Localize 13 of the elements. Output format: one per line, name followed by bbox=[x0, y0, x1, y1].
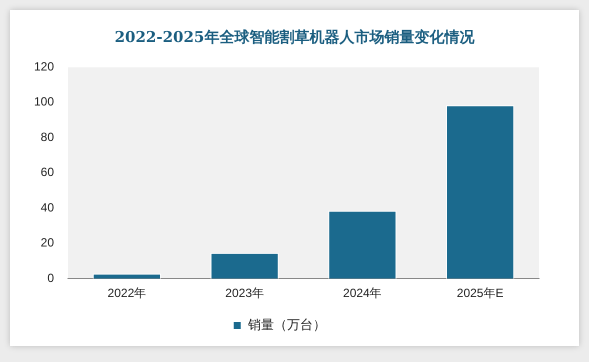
y-tick-label: 120 bbox=[34, 60, 54, 74]
x-tick-label: 2023年 bbox=[225, 286, 264, 300]
x-tick-label: 2024年 bbox=[343, 286, 382, 300]
chart-title: 2022-2025年全球智能割草机器人市场销量变化情况 bbox=[114, 28, 476, 47]
y-tick-label: 100 bbox=[34, 94, 54, 109]
x-tick-label: 2022年 bbox=[108, 286, 146, 300]
y-tick-label: 60 bbox=[40, 165, 54, 180]
x-tick-label: 2025年E bbox=[456, 286, 504, 300]
y-tick-label: 0 bbox=[47, 270, 54, 285]
legend-label: 销量（万台） bbox=[246, 318, 326, 333]
y-tick-label: 40 bbox=[40, 200, 54, 214]
y-tick-label: 20 bbox=[40, 236, 54, 250]
y-tick-label: 80 bbox=[40, 130, 54, 144]
